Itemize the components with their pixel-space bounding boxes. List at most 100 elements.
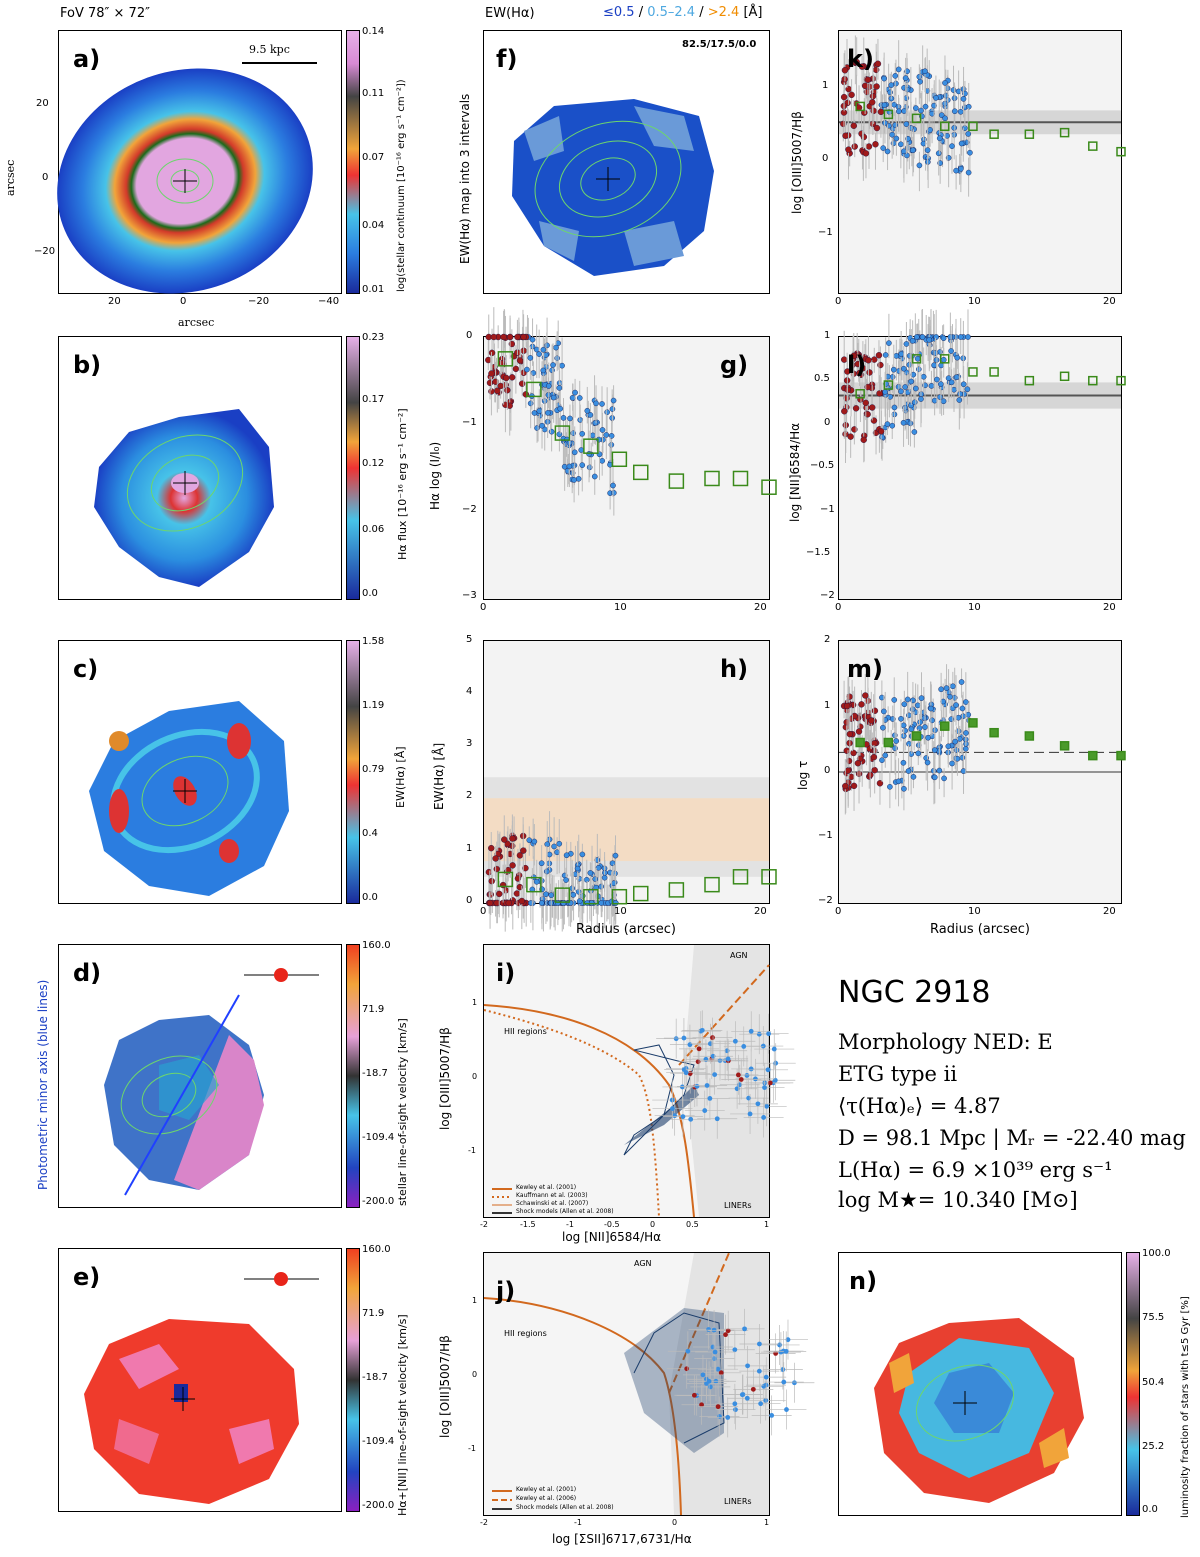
- spaxel-point: [567, 415, 573, 422]
- spaxel-point: [540, 367, 547, 374]
- panel-j-label: j): [496, 1277, 516, 1305]
- spaxel-point: [572, 389, 578, 396]
- spaxel-point: [846, 693, 853, 700]
- ew-legend-high: >2.4: [707, 5, 740, 20]
- spaxel-point: [915, 366, 922, 373]
- binned-point: [855, 389, 865, 399]
- panel-k-label: k): [847, 45, 874, 73]
- binned-point: [1088, 750, 1098, 761]
- panel-d-cbar-tick: 71.9: [362, 1004, 385, 1015]
- spaxel-point: [548, 428, 555, 435]
- panel-l-ytick: −1.5: [806, 547, 831, 558]
- spaxel-point: [914, 334, 920, 340]
- spaxel-point: [509, 862, 516, 869]
- ew-band-orange: [484, 798, 769, 862]
- panel-a-cbar-tick: 0.01: [362, 284, 385, 295]
- spaxel-point: [967, 149, 973, 156]
- spaxel-point: [940, 335, 947, 342]
- panel-g-ytick: −3: [462, 590, 477, 601]
- spaxel-point: [843, 702, 851, 710]
- spaxel-point: [950, 683, 956, 690]
- binned-point: [883, 737, 894, 748]
- spaxel-point: [903, 341, 910, 347]
- spaxel-point: [844, 368, 851, 375]
- spaxel-point: [560, 415, 567, 421]
- panel-g-plot: [485, 307, 777, 516]
- spaxel-point: [563, 852, 570, 859]
- spaxel-point: [869, 92, 877, 100]
- panel-n-label: n): [849, 1267, 878, 1295]
- spaxel-point: [904, 696, 911, 703]
- spaxel-point: [601, 874, 608, 881]
- panel-g-xtick: 0: [480, 602, 487, 613]
- panel-c-cbar-label: EW(Hα) [Å]: [394, 746, 407, 808]
- panel-m-label: m): [847, 655, 883, 683]
- spaxel-point: [917, 78, 923, 85]
- panel-i-plot: [483, 945, 796, 1218]
- binned-point: [497, 871, 514, 888]
- spaxel-point: [963, 699, 969, 705]
- panel-e-map: [84, 1272, 319, 1504]
- stellar-mass: log M★= 10.340 [M⊙]: [838, 1188, 1078, 1212]
- binned-point: [554, 887, 571, 903]
- bpt-point: [711, 1356, 717, 1362]
- spaxel-point: [560, 900, 567, 906]
- bpt-point: [765, 1067, 771, 1073]
- spaxel-point: [595, 864, 602, 871]
- spaxel-point: [871, 766, 878, 774]
- bpt-point: [732, 1347, 738, 1353]
- spaxel-point: [900, 722, 907, 729]
- spaxel-point: [947, 334, 954, 340]
- spaxel-point: [840, 120, 847, 128]
- bpt-point: [764, 1103, 770, 1109]
- binned-point: [940, 354, 950, 364]
- panel-e-cbar-label: Hα+[NII] line-of-sight velocity [km/s]: [396, 1314, 409, 1516]
- panel-h-xtick: 20: [754, 906, 767, 917]
- spaxel-point: [957, 334, 964, 340]
- ew-title: EW(Hα): [485, 6, 535, 21]
- panel-m-xlabel: Radius (arcsec): [930, 922, 1030, 937]
- panel-d: d): [58, 944, 342, 1208]
- ew-legend: ≤0.5 / 0.5–2.4 / >2.4 [Å]: [603, 5, 763, 20]
- spaxel-point: [945, 375, 952, 381]
- panel-i-xtick: -0.5: [604, 1220, 620, 1229]
- bpt-point: [766, 1031, 772, 1037]
- spaxel-point: [912, 385, 919, 392]
- bpt-point: [784, 1407, 789, 1412]
- spaxel-point: [488, 877, 495, 885]
- panel-l-ylabel: log [NII]6584/Hα: [788, 422, 802, 522]
- spaxel-point: [865, 143, 873, 150]
- panel-i-xtick: -1: [566, 1220, 574, 1229]
- spaxel-point: [845, 146, 852, 153]
- panel-k-plot: [839, 35, 1126, 197]
- spaxel-point: [953, 167, 959, 174]
- spaxel-point: [960, 381, 967, 388]
- spaxel-point: [964, 386, 971, 393]
- spaxel-point: [842, 782, 849, 790]
- binned-point: [732, 869, 749, 885]
- spaxel-point: [544, 342, 550, 349]
- spaxel-point: [575, 476, 582, 482]
- spaxel-point: [933, 95, 939, 101]
- spaxel-point: [880, 724, 886, 731]
- spaxel-point: [539, 900, 545, 906]
- bpt-point: [738, 1077, 744, 1082]
- bpt-point: [715, 1404, 721, 1410]
- panel-n-cbar-tick: 75.5: [1142, 1312, 1165, 1323]
- spaxel-point: [933, 334, 939, 340]
- spaxel-point: [881, 102, 888, 108]
- bpt-point: [706, 1327, 711, 1332]
- binned-point: [1088, 375, 1098, 386]
- panel-l-ytick: 0: [824, 417, 831, 428]
- spaxel-point: [556, 431, 563, 438]
- panel-g-ytick: −1: [462, 417, 477, 428]
- spaxel-point: [536, 351, 542, 357]
- bpt-point: [673, 1036, 679, 1042]
- spaxel-point: [918, 107, 924, 114]
- spaxel-point: [901, 148, 907, 155]
- panel-a-cbar-label: log(stellar continuum [10⁻¹⁶ erg s⁻¹ cm⁻…: [396, 79, 407, 292]
- spaxel-point: [908, 378, 915, 385]
- spaxel-point: [892, 73, 899, 79]
- panel-g-ytick: 0: [466, 330, 473, 341]
- spaxel-point: [951, 386, 957, 393]
